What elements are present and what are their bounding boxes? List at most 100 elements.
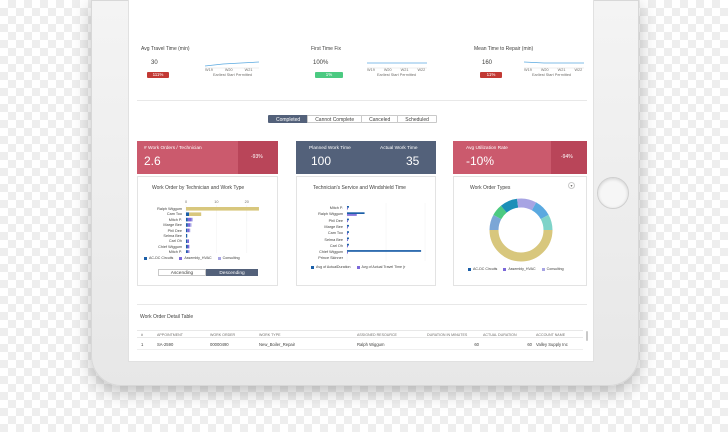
axis-tick-label: 20	[245, 200, 249, 204]
table-title: Work Order Detail Table	[140, 314, 194, 320]
spark-tick: W19	[205, 68, 213, 72]
bar	[347, 233, 348, 235]
kpi-pct: -93%	[251, 154, 263, 160]
legend-item: Consulting	[217, 256, 240, 260]
spark-tick: W19	[524, 68, 532, 72]
legend-swatch	[217, 256, 221, 260]
spark-ticks: W19 W20 W21	[205, 68, 252, 72]
bar	[347, 218, 349, 221]
legend-item: Avg of ActualDuration	[311, 265, 351, 269]
metric-value: 100%	[313, 60, 329, 66]
category-label: Selma Bee	[324, 237, 343, 242]
spark-ticks: W19 W20 W21 W22	[524, 68, 582, 72]
bar	[347, 243, 349, 246]
category-label: Ralph Wiggum	[318, 212, 343, 217]
bar-segment	[190, 223, 192, 227]
metric-title: Mean Time to Repair (min)	[474, 46, 534, 52]
legend-label: Assembly_HVAC	[184, 256, 212, 260]
column-header[interactable]: Work Order	[210, 333, 236, 337]
axis-tick-label: 10	[214, 200, 218, 204]
table-cell: 60	[474, 342, 479, 347]
chart-legend: AC-DC Circuits Assembly_HVAC Consulting	[144, 256, 240, 260]
table-row[interactable]: 1 SA-2590 00000490 New_Boiler_Repair Ralph W…	[137, 339, 583, 350]
spark-tick: W22	[574, 68, 583, 72]
bar-segment	[187, 244, 190, 249]
tab-canceled[interactable]: Canceled	[361, 115, 399, 123]
metric-mean-time-repair: Mean Time to Repair (min) 160 11% W19 W2…	[474, 46, 593, 86]
bar-segment	[187, 217, 192, 222]
legend-item: Avg of Actual Travel Time (r	[356, 265, 405, 269]
chart-legend: AC-DC Circuits Assembly_HVAC Consulting	[468, 267, 564, 271]
category-label: Chief Wiggum	[158, 244, 182, 249]
work-order-table: # Appointment Work Order Work Type Assigned …	[137, 330, 583, 358]
sort-descending-button[interactable]: Descending	[206, 269, 258, 276]
tab-cannot-complete[interactable]: Cannot Complete	[307, 115, 363, 123]
bar-segment	[186, 212, 190, 216]
dashboard-screen: Avg Travel Time (min) 30 111% W19 W20 W2…	[128, 0, 594, 362]
bar-segment	[191, 217, 193, 222]
tab-completed[interactable]: Completed	[268, 115, 309, 123]
card-title: Technician's Service and Windshield Time	[313, 185, 406, 191]
category-label: Carl Oh	[329, 243, 343, 248]
sparkline	[367, 62, 427, 69]
category-label: Cam Too	[166, 212, 182, 217]
legend-label: Consulting	[222, 256, 240, 260]
category-label: Selma Bee	[163, 234, 182, 238]
metric-badge: 1%	[315, 72, 343, 78]
legend-swatch	[144, 256, 147, 260]
spark-ticks: W19 W20 W21 W22	[367, 68, 425, 72]
bar	[347, 237, 349, 240]
donut-slice	[500, 198, 519, 213]
category-label: Mitch P.	[329, 206, 343, 210]
legend-item: AC-DC Circuits	[468, 267, 497, 271]
bar	[347, 251, 348, 254]
bar-segment	[186, 223, 188, 227]
spark-tick: W20	[540, 68, 549, 72]
legend-swatch	[311, 265, 314, 269]
column-header[interactable]: #	[141, 333, 143, 337]
table-cell: 1	[141, 342, 144, 347]
category-label: Marge Bee	[324, 224, 343, 229]
column-header[interactable]: Duration in Minutes	[427, 333, 468, 337]
legend-label: AC-DC Circuits	[149, 256, 174, 260]
category-label: Marge Bee	[163, 223, 182, 228]
donut-slice	[517, 198, 537, 211]
metric-title: Avg Travel Time (min)	[141, 46, 190, 52]
category-label: Mitch P.	[168, 217, 182, 222]
tab-scheduled[interactable]: Scheduled	[397, 115, 437, 123]
spark-tick: W20	[383, 68, 392, 72]
column-header[interactable]: Assigned Resource	[357, 333, 397, 337]
category-label: Chief Wiggum	[319, 250, 343, 255]
column-header[interactable]: Actual Duration	[483, 333, 517, 337]
bar-segment	[186, 239, 188, 243]
bar-segment	[186, 217, 188, 222]
table-header: # Appointment Work Order Work Type Assigned …	[137, 330, 583, 338]
table-scrollbar[interactable]	[586, 331, 588, 341]
donut-slice	[540, 214, 553, 231]
legend-label: Avg of ActualDuration	[316, 265, 351, 269]
divider	[137, 304, 587, 305]
bar	[347, 224, 349, 227]
work-order-types-donut	[489, 198, 553, 262]
home-button[interactable]	[597, 177, 629, 209]
sort-ascending-button[interactable]: Ascending	[158, 269, 206, 276]
bar-segment	[187, 228, 190, 233]
chevron-down-icon[interactable]: ▾	[568, 182, 575, 189]
donut-slice	[493, 205, 507, 220]
bar-segment	[186, 234, 188, 238]
card-title: Work Order by Technician and Work Type	[152, 185, 245, 191]
legend-item: Consulting	[541, 267, 564, 271]
column-header[interactable]: Appointment	[157, 333, 183, 337]
column-header[interactable]: Account Name	[536, 333, 566, 337]
bar	[347, 220, 348, 223]
sparkline	[523, 61, 584, 69]
kpi-pct: -94%	[561, 154, 573, 160]
spark-tick: W21	[400, 68, 409, 72]
kpi-label-2: Actual Work Time	[380, 146, 418, 151]
kpi-value-2: 35	[406, 154, 420, 168]
column-header[interactable]: Work Type	[259, 333, 281, 337]
bar	[347, 239, 348, 241]
bar-segment	[187, 223, 191, 227]
spark-caption: Earliest Start Permitted	[213, 73, 253, 77]
metric-badge: 111%	[147, 72, 169, 78]
